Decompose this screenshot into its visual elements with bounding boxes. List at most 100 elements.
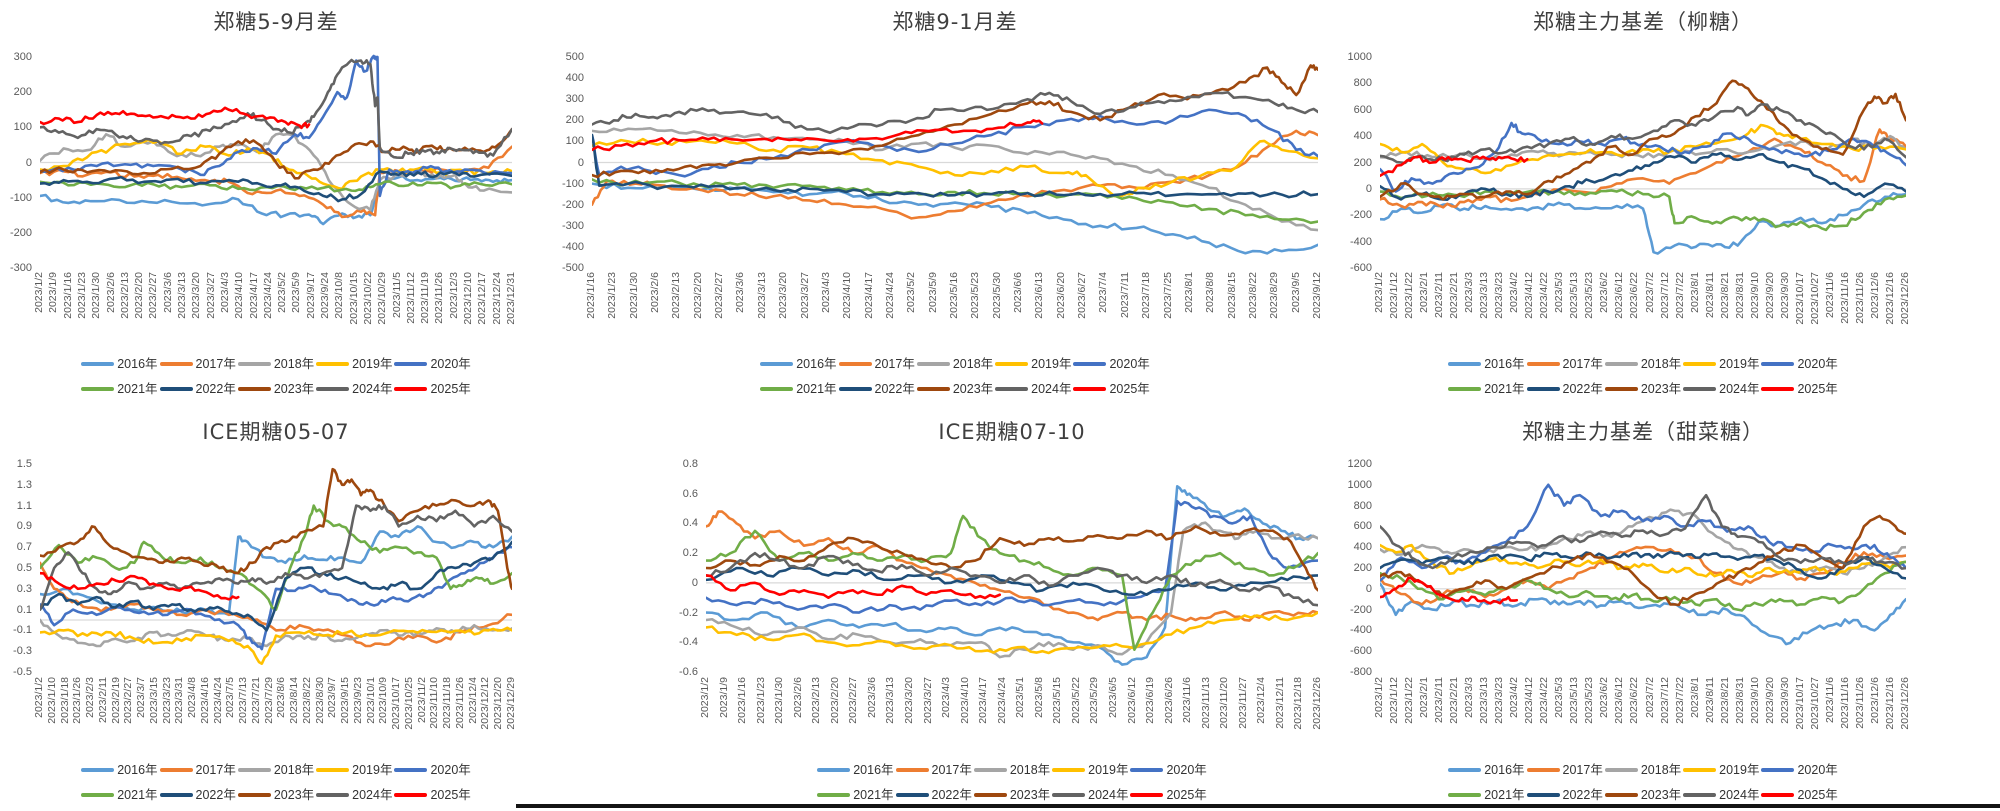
series-line-2016年 [1380, 191, 1906, 255]
legend-line-swatch [1526, 793, 1560, 797]
series-line-2025年 [40, 571, 240, 601]
y-axis-tick-label: 0 [25, 156, 32, 169]
x-axis-tick-label: 2023/3/20 [903, 677, 915, 724]
legend-line-swatch [1761, 768, 1795, 772]
legend-line-swatch [916, 387, 950, 391]
legend-row: 2016年 2017年 2018年 2019年 2020年 [40, 760, 512, 780]
legend-label: 2019年 [1088, 763, 1129, 777]
legend-item-2016年: 2016年 [1448, 760, 1525, 780]
y-axis-tick-label: -100 [9, 191, 32, 204]
x-axis-tick-label: 2023/5/23 [1583, 677, 1596, 724]
legend-item-2020年: 2020年 [1130, 760, 1207, 780]
x-axis-tick-label: 2023/1/26 [71, 677, 84, 724]
x-axis-tick-label: 2023/2/21 [1448, 677, 1461, 724]
legend-line-swatch [760, 362, 794, 366]
y-axis-tick-label: -0.3 [13, 645, 32, 658]
legend-item-2020年: 2020年 [1073, 354, 1150, 374]
y-axis-tick-label: -300 [561, 219, 584, 232]
x-axis-tick-label: 2023/9/30 [1778, 272, 1791, 319]
chart-title: 郑糖5-9月差 [213, 10, 339, 34]
x-axis-tick-label: 2023/4/22 [1538, 272, 1551, 319]
legend-item-2025年: 2025年 [1073, 379, 1150, 399]
x-axis-tick-label: 2023/6/20 [1054, 272, 1067, 319]
x-axis-tick-label: 2023/2/1 [1418, 272, 1431, 313]
y-axis-tick-label: -200 [9, 226, 32, 239]
legend-line-swatch [1526, 387, 1560, 391]
series-line-2022年 [1380, 550, 1906, 580]
legend-item-2020年: 2020年 [394, 760, 471, 780]
x-axis-tick-label: 2023/3/6 [734, 272, 747, 313]
legend-line-swatch [760, 387, 794, 391]
series-line-2023年 [1380, 79, 1906, 201]
x-axis-tick-label: 2023/4/16 [198, 677, 211, 724]
x-axis-tick-label: 2023/1/30 [773, 677, 786, 724]
x-axis-tick-label: 2023/10/25 [402, 677, 415, 730]
legend-line-swatch [1683, 362, 1717, 366]
series-line-2022年 [1380, 151, 1906, 202]
legend-line-swatch [838, 387, 872, 391]
y-axis-tick-label: -0.6 [679, 666, 698, 678]
y-axis-tick-label: 1.1 [16, 499, 32, 512]
x-axis-tick-label: 2023/1/2 [1373, 677, 1385, 718]
x-axis-tick-label: 2023/2/11 [1433, 272, 1446, 318]
legend-item-2021年: 2021年 [81, 379, 158, 399]
x-axis-tick-label: 2023/5/9 [290, 272, 303, 313]
y-axis-tick-label: 1200 [1347, 458, 1372, 470]
x-axis-tick-label: 2023/1/23 [606, 272, 619, 319]
legend-line-swatch [1604, 387, 1638, 391]
x-axis-tick-label: 2023/5/15 [1051, 677, 1064, 724]
x-axis-tick-label: 2023/11/6 [1823, 272, 1836, 318]
legend-line-swatch [1073, 362, 1107, 366]
legend-label: 2017年 [874, 357, 915, 371]
x-axis-tick-label: 2023/4/24 [261, 272, 274, 319]
x-axis-tick-label: 2023/8/11 [1703, 272, 1716, 318]
y-axis-tick-label: 100 [13, 121, 32, 134]
y-axis-tick-label: 1000 [1347, 51, 1372, 63]
legend-line-swatch [1073, 387, 1107, 391]
x-axis-tick-label: 2023/1/2 [33, 272, 45, 313]
x-axis-tick-label: 2023/12/26 [1899, 677, 1911, 730]
legend-line-swatch [817, 793, 851, 797]
legend-item-2024年: 2024年 [1683, 379, 1759, 399]
y-axis-tick-label: 0.8 [682, 458, 698, 470]
series-line-2025年 [1380, 155, 1529, 177]
x-axis-tick-label: 2023/5/22 [1069, 677, 1082, 724]
legend-row: 2021年 2022年 2023年 2024年 2025年 [1380, 379, 1906, 399]
chart-title: ICE期糖05-07 [202, 420, 350, 444]
x-axis-tick-label: 2023/12/10 [462, 272, 475, 325]
x-axis-tick-label: 2023/7/4 [1097, 272, 1110, 313]
y-axis-tick-label: 0 [1365, 582, 1372, 595]
legend-line-swatch [1761, 362, 1795, 366]
legend-label: 2024年 [1031, 382, 1072, 396]
x-axis-tick-label: 2023/4/2 [1508, 272, 1521, 313]
x-axis-tick-label: 2023/8/22 [1246, 272, 1259, 319]
y-axis-tick-label: 1.3 [16, 478, 32, 491]
legend-label: 2016年 [853, 763, 894, 777]
x-axis-tick-label: 2023/1/9 [717, 677, 730, 718]
legend-label: 2019年 [1031, 357, 1072, 371]
legend-line-swatch [81, 768, 115, 772]
legend-line-swatch [1526, 362, 1560, 366]
x-axis-tick-label: 2023/10/17 [1793, 677, 1806, 730]
legend-item-2021年: 2021年 [1448, 785, 1525, 805]
legend-row: 2021年 2022年 2023年 2024年 2025年 [706, 785, 1318, 805]
x-axis-tick-label: 2023/8/15 [1225, 272, 1238, 319]
series-line-2019年 [706, 611, 1318, 655]
y-axis-tick-label: 200 [1353, 562, 1372, 574]
legend-label: 2020年 [1166, 763, 1207, 777]
x-axis-tick-label: 2023/1/2 [699, 677, 711, 718]
x-axis-tick-label: 2023/7/18 [1140, 272, 1153, 319]
series-line-2022年 [592, 133, 1318, 199]
y-axis-tick-label: 400 [1353, 541, 1372, 554]
chart-title: 郑糖主力基差（甜菜糖） [1522, 420, 1764, 444]
series-line-2022年 [40, 169, 512, 203]
legend-line-swatch [316, 793, 350, 797]
x-axis-tick-label: 2023/3/13 [884, 677, 897, 724]
x-axis-tick-label: 2023/4/24 [883, 272, 896, 319]
legend-row: 2021年 2022年 2023年 2024年 2025年 [1380, 785, 1906, 805]
legend-item-2022年: 2022年 [1526, 785, 1603, 805]
legend-line-swatch [159, 768, 193, 772]
legend-item-2016年: 2016年 [81, 354, 158, 374]
x-axis-tick-label: 2023/8/22 [300, 677, 313, 724]
